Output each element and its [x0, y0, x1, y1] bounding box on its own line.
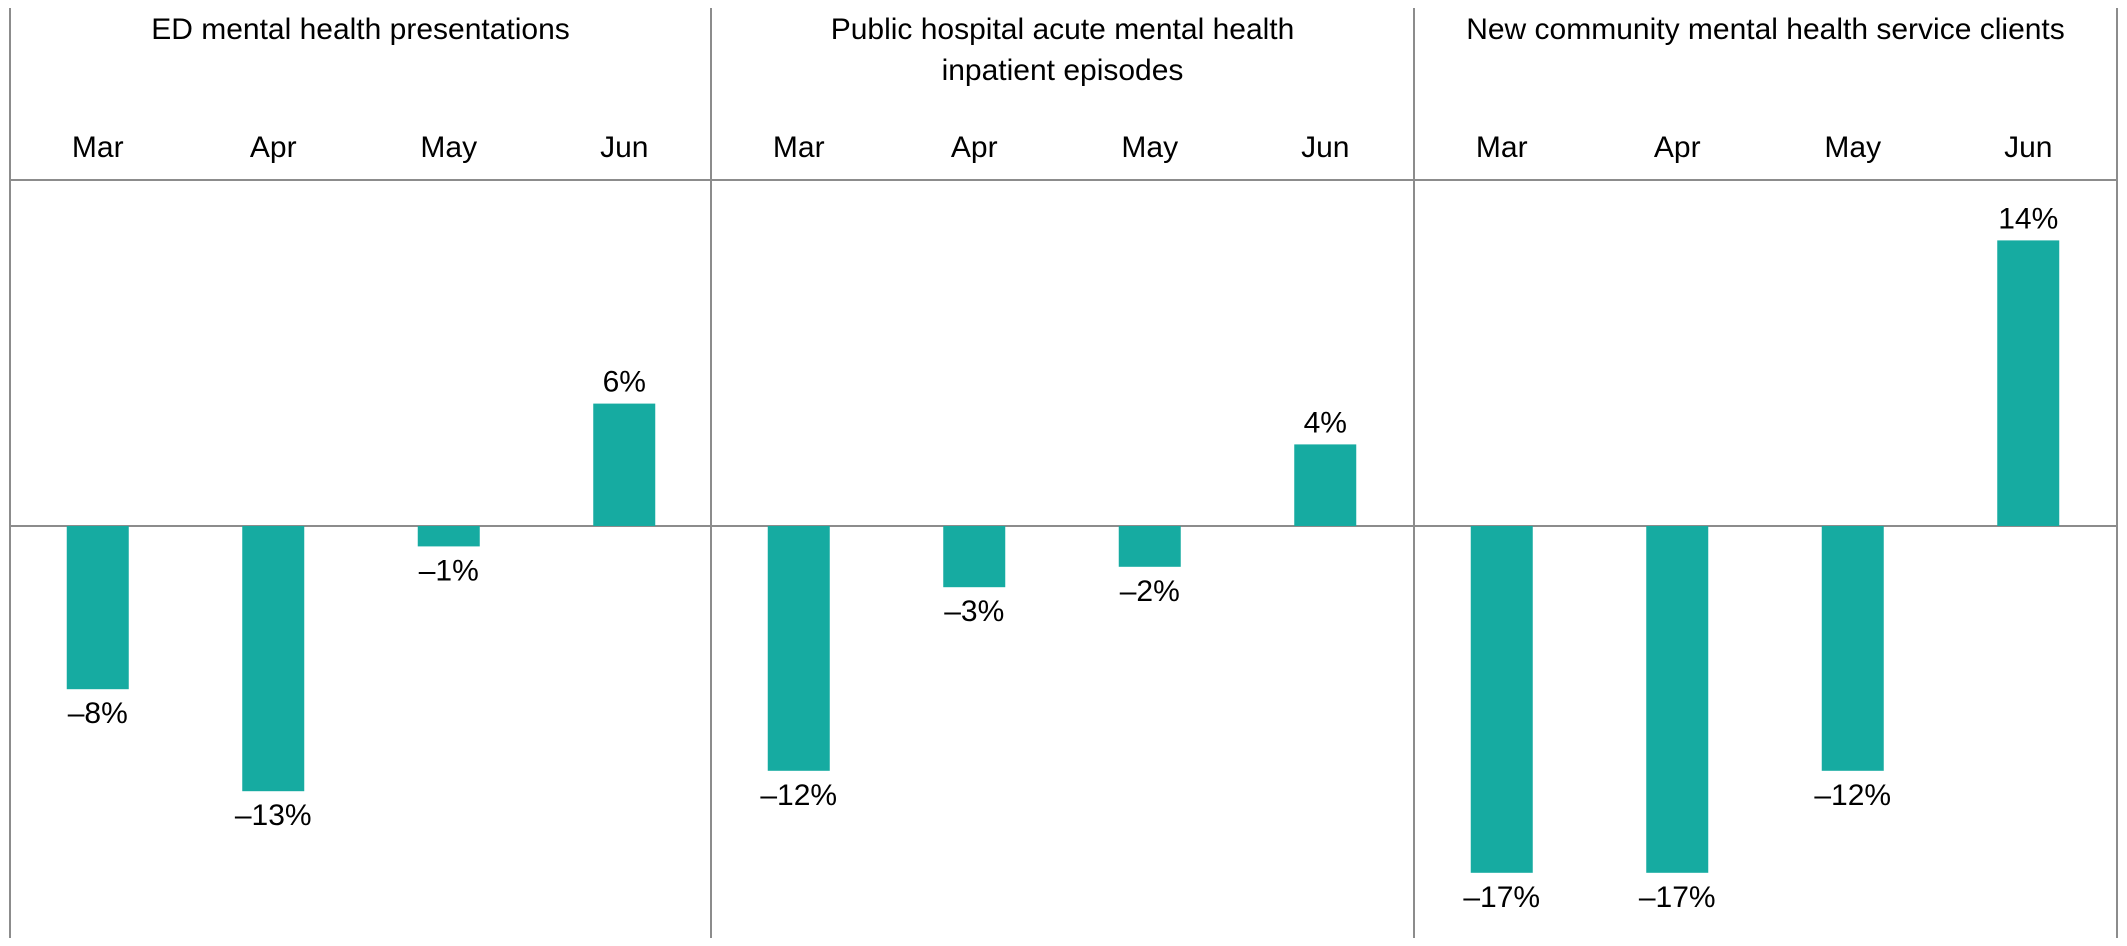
value-label-jun: 6%: [603, 366, 646, 399]
value-label-apr: –13%: [235, 799, 312, 832]
value-label-apr: –17%: [1639, 881, 1716, 914]
month-label-apr: Apr: [1654, 131, 1701, 164]
panel-title: ED mental health presentations: [151, 13, 570, 46]
value-label-may: –2%: [1120, 575, 1180, 608]
panel-title: Public hospital acute mental health inpat…: [831, 13, 1295, 87]
value-label-may: –12%: [1814, 779, 1891, 812]
panel-3: New community mental health service clie…: [1463, 13, 2064, 914]
bar-apr: [242, 526, 305, 792]
bar-apr: [943, 526, 1006, 588]
value-label-apr: –3%: [944, 595, 1004, 628]
bar-jun: [1997, 240, 2060, 526]
value-label-mar: –12%: [760, 779, 837, 812]
month-label-may: May: [1824, 131, 1881, 164]
month-label-apr: Apr: [951, 131, 998, 164]
bar-mar: [66, 526, 129, 690]
month-label-jun: Jun: [2004, 131, 2052, 164]
month-label-mar: Mar: [72, 131, 124, 164]
month-label-mar: Mar: [773, 131, 825, 164]
bar-jun: [1294, 444, 1357, 526]
value-label-jun: 4%: [1304, 406, 1347, 439]
bar-apr: [1646, 526, 1709, 873]
month-label-jun: Jun: [600, 131, 648, 164]
bar-may: [417, 526, 480, 547]
bar-jun: [593, 403, 656, 526]
bar-may: [1821, 526, 1884, 771]
panel-2: Public hospital acute mental health inpat…: [760, 13, 1357, 812]
month-label-may: May: [1121, 131, 1178, 164]
month-label-jun: Jun: [1301, 131, 1349, 164]
month-label-may: May: [420, 131, 477, 164]
bar-mar: [1470, 526, 1533, 873]
panel-title: New community mental health service clie…: [1466, 13, 2065, 46]
panel-1: ED mental health presentations Mar –8% Apr –…: [66, 13, 656, 832]
bar-mar: [767, 526, 830, 771]
month-label-apr: Apr: [250, 131, 297, 164]
bar-may: [1118, 526, 1181, 567]
value-label-mar: –17%: [1463, 881, 1540, 914]
value-label-may: –1%: [419, 554, 479, 587]
value-label-jun: 14%: [1998, 202, 2058, 235]
value-label-mar: –8%: [68, 697, 128, 730]
month-label-mar: Mar: [1476, 131, 1528, 164]
